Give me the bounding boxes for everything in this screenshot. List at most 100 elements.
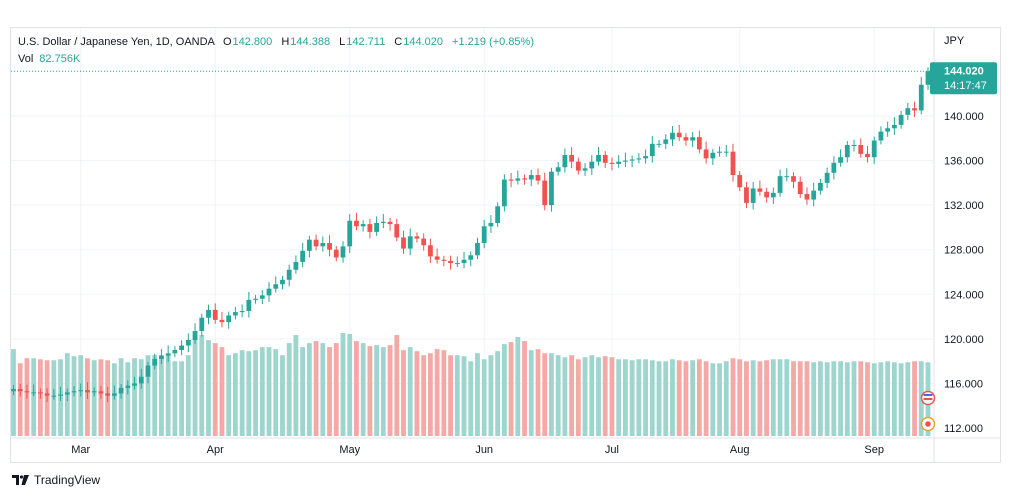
volume-bar xyxy=(831,361,837,436)
volume-bar xyxy=(17,363,23,436)
volume-bar xyxy=(468,361,474,436)
candle-body xyxy=(555,167,561,172)
candle-body xyxy=(37,392,43,394)
volume-bar xyxy=(562,357,568,436)
change-value: +1.219 (+0.85%) xyxy=(452,36,534,48)
volume-bar xyxy=(649,360,655,436)
candle-body xyxy=(421,238,427,246)
candle-body xyxy=(891,124,897,129)
candle-body xyxy=(401,237,406,249)
candle-body xyxy=(838,157,843,163)
price-tag-background xyxy=(930,62,997,95)
volume-bar xyxy=(791,361,796,436)
volume-bar xyxy=(764,360,770,436)
symbol-name[interactable]: U.S. Dollar / Japanese Yen, 1D, OANDA xyxy=(18,36,215,48)
legend-volume-line: Vol 82.756K xyxy=(18,53,86,65)
candle-body xyxy=(233,312,238,316)
candle-body xyxy=(770,192,776,198)
candle-body xyxy=(851,144,857,146)
candle-body xyxy=(246,299,252,311)
volume-bar xyxy=(199,335,205,436)
volume-bar xyxy=(811,362,817,436)
candle-body xyxy=(575,161,581,171)
candle-body xyxy=(831,162,837,173)
volume-bar xyxy=(710,363,716,436)
candle-body xyxy=(528,175,534,180)
candle-body xyxy=(78,390,84,392)
price-tick-label: 112.000 xyxy=(944,423,983,435)
volume-bar xyxy=(575,359,581,436)
volume-bar xyxy=(414,351,420,436)
last-price-tag: 144.020 14:17:47 xyxy=(930,62,997,95)
candle-body xyxy=(300,250,306,262)
candle-body xyxy=(354,220,359,227)
high-label: H xyxy=(281,36,290,48)
volume-bar xyxy=(192,335,198,436)
volume-bar xyxy=(683,361,689,436)
tradingview-brand[interactable]: TradingView xyxy=(12,473,100,487)
volume-bar xyxy=(495,351,501,436)
volume-bar xyxy=(784,359,790,436)
volume-label[interactable]: Vol xyxy=(18,53,34,65)
candle-body xyxy=(676,132,682,138)
volume-bar xyxy=(555,355,561,436)
candle-body xyxy=(522,178,527,180)
candle-body xyxy=(448,260,453,264)
volume-bar xyxy=(380,347,386,436)
candle-body xyxy=(125,385,131,388)
volume-bar xyxy=(522,341,527,436)
volume-bar xyxy=(508,342,514,436)
volume-bar xyxy=(501,344,507,436)
candle-body xyxy=(508,179,514,181)
time-tick-label: Aug xyxy=(730,444,750,456)
candle-body xyxy=(320,243,326,247)
volume-bar xyxy=(179,361,185,436)
candle-body xyxy=(501,179,507,207)
volume-bar xyxy=(670,359,675,436)
volume-bar xyxy=(401,350,406,436)
volume-bar xyxy=(165,355,171,436)
candle-body xyxy=(784,176,790,178)
candle-body xyxy=(690,137,696,141)
volume-bar xyxy=(306,343,312,436)
volume-bar xyxy=(246,351,252,436)
price-tick-label: 132.000 xyxy=(944,200,984,212)
candle-body xyxy=(885,128,891,132)
candle-body xyxy=(98,391,104,394)
candle-body xyxy=(132,383,137,386)
volume-bar xyxy=(253,350,258,436)
price-tick-label: 140.000 xyxy=(944,111,984,123)
volume-bar xyxy=(676,360,682,436)
candle-body xyxy=(239,311,245,313)
candle-body xyxy=(542,180,548,206)
candle-body xyxy=(380,221,386,223)
candle-body xyxy=(253,298,258,300)
volume-bar xyxy=(891,362,897,436)
volume-bar xyxy=(838,361,843,436)
candle-body xyxy=(24,391,30,393)
volume-bar xyxy=(596,357,601,436)
candle-body xyxy=(764,191,770,198)
candle-body xyxy=(327,243,332,250)
candle-body xyxy=(562,155,568,168)
volume-bar xyxy=(111,363,117,436)
volume-bar xyxy=(185,355,191,436)
flag-stripe xyxy=(923,398,933,400)
candle-body xyxy=(259,295,265,299)
volume-bar xyxy=(636,359,642,436)
volume-bar xyxy=(824,362,830,436)
volume-bar xyxy=(233,353,238,436)
volume-bar xyxy=(703,361,709,436)
volume-bar xyxy=(266,347,272,436)
candle-body xyxy=(925,71,931,85)
volume-bar xyxy=(696,359,702,436)
price-tag-value: 144.020 xyxy=(944,66,984,78)
tradingview-logo-icon xyxy=(12,475,29,485)
candle-body xyxy=(791,176,796,182)
candle-body xyxy=(179,345,185,350)
candle-body xyxy=(71,391,77,393)
candle-body xyxy=(192,331,198,340)
candle-body xyxy=(488,222,494,227)
volume-bar xyxy=(797,361,803,436)
